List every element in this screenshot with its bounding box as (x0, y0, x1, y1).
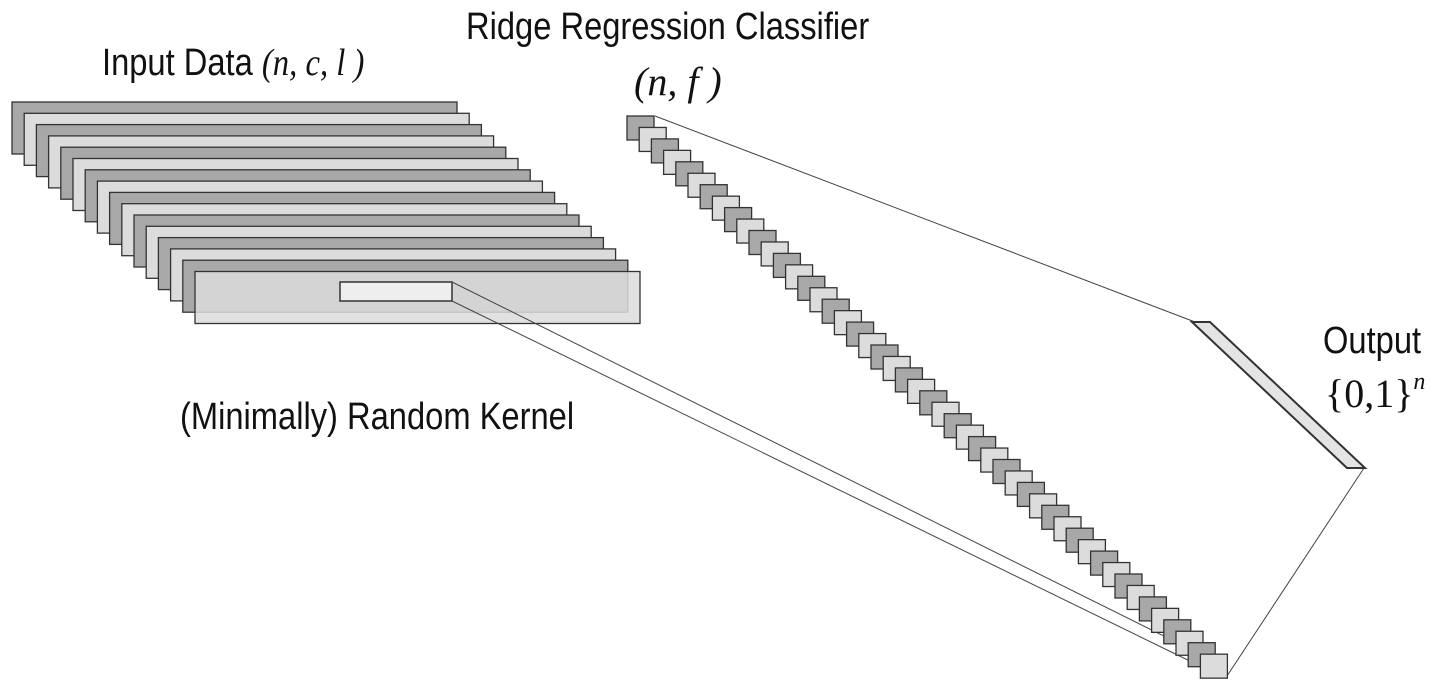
input-data-shape: (n, c, l ) (261, 42, 365, 84)
projection-lines (451, 115, 1365, 677)
input-data-text: Input Data (102, 42, 253, 84)
features-to-output-line-2 (1226, 467, 1365, 677)
output-set-label: {0,1}n (1325, 370, 1425, 414)
output-title: Output (1323, 320, 1422, 362)
kernel-box (339, 281, 453, 302)
classifier-shape: (n, f ) (634, 59, 722, 104)
classifier-feature-stack (626, 115, 1229, 679)
random-kernel (339, 281, 453, 302)
input-data-label: Input Data (n, c, l ) (102, 44, 364, 82)
output-bar (1189, 321, 1368, 469)
features-to-output-line-1 (654, 115, 1196, 323)
kernel-to-feature-line-2 (451, 300, 1199, 666)
kernel-to-feature-line-1 (451, 281, 1213, 661)
output-set: {0,1} (1325, 371, 1414, 416)
kernel-label: (Minimally) Random Kernel (180, 396, 575, 438)
feature-unit (1199, 653, 1229, 679)
output-layer (1189, 321, 1368, 469)
input-data-stack (11, 101, 641, 325)
output-set-exponent: n (1413, 369, 1426, 395)
classifier-title: Ridge Regression Classifier (466, 6, 870, 48)
